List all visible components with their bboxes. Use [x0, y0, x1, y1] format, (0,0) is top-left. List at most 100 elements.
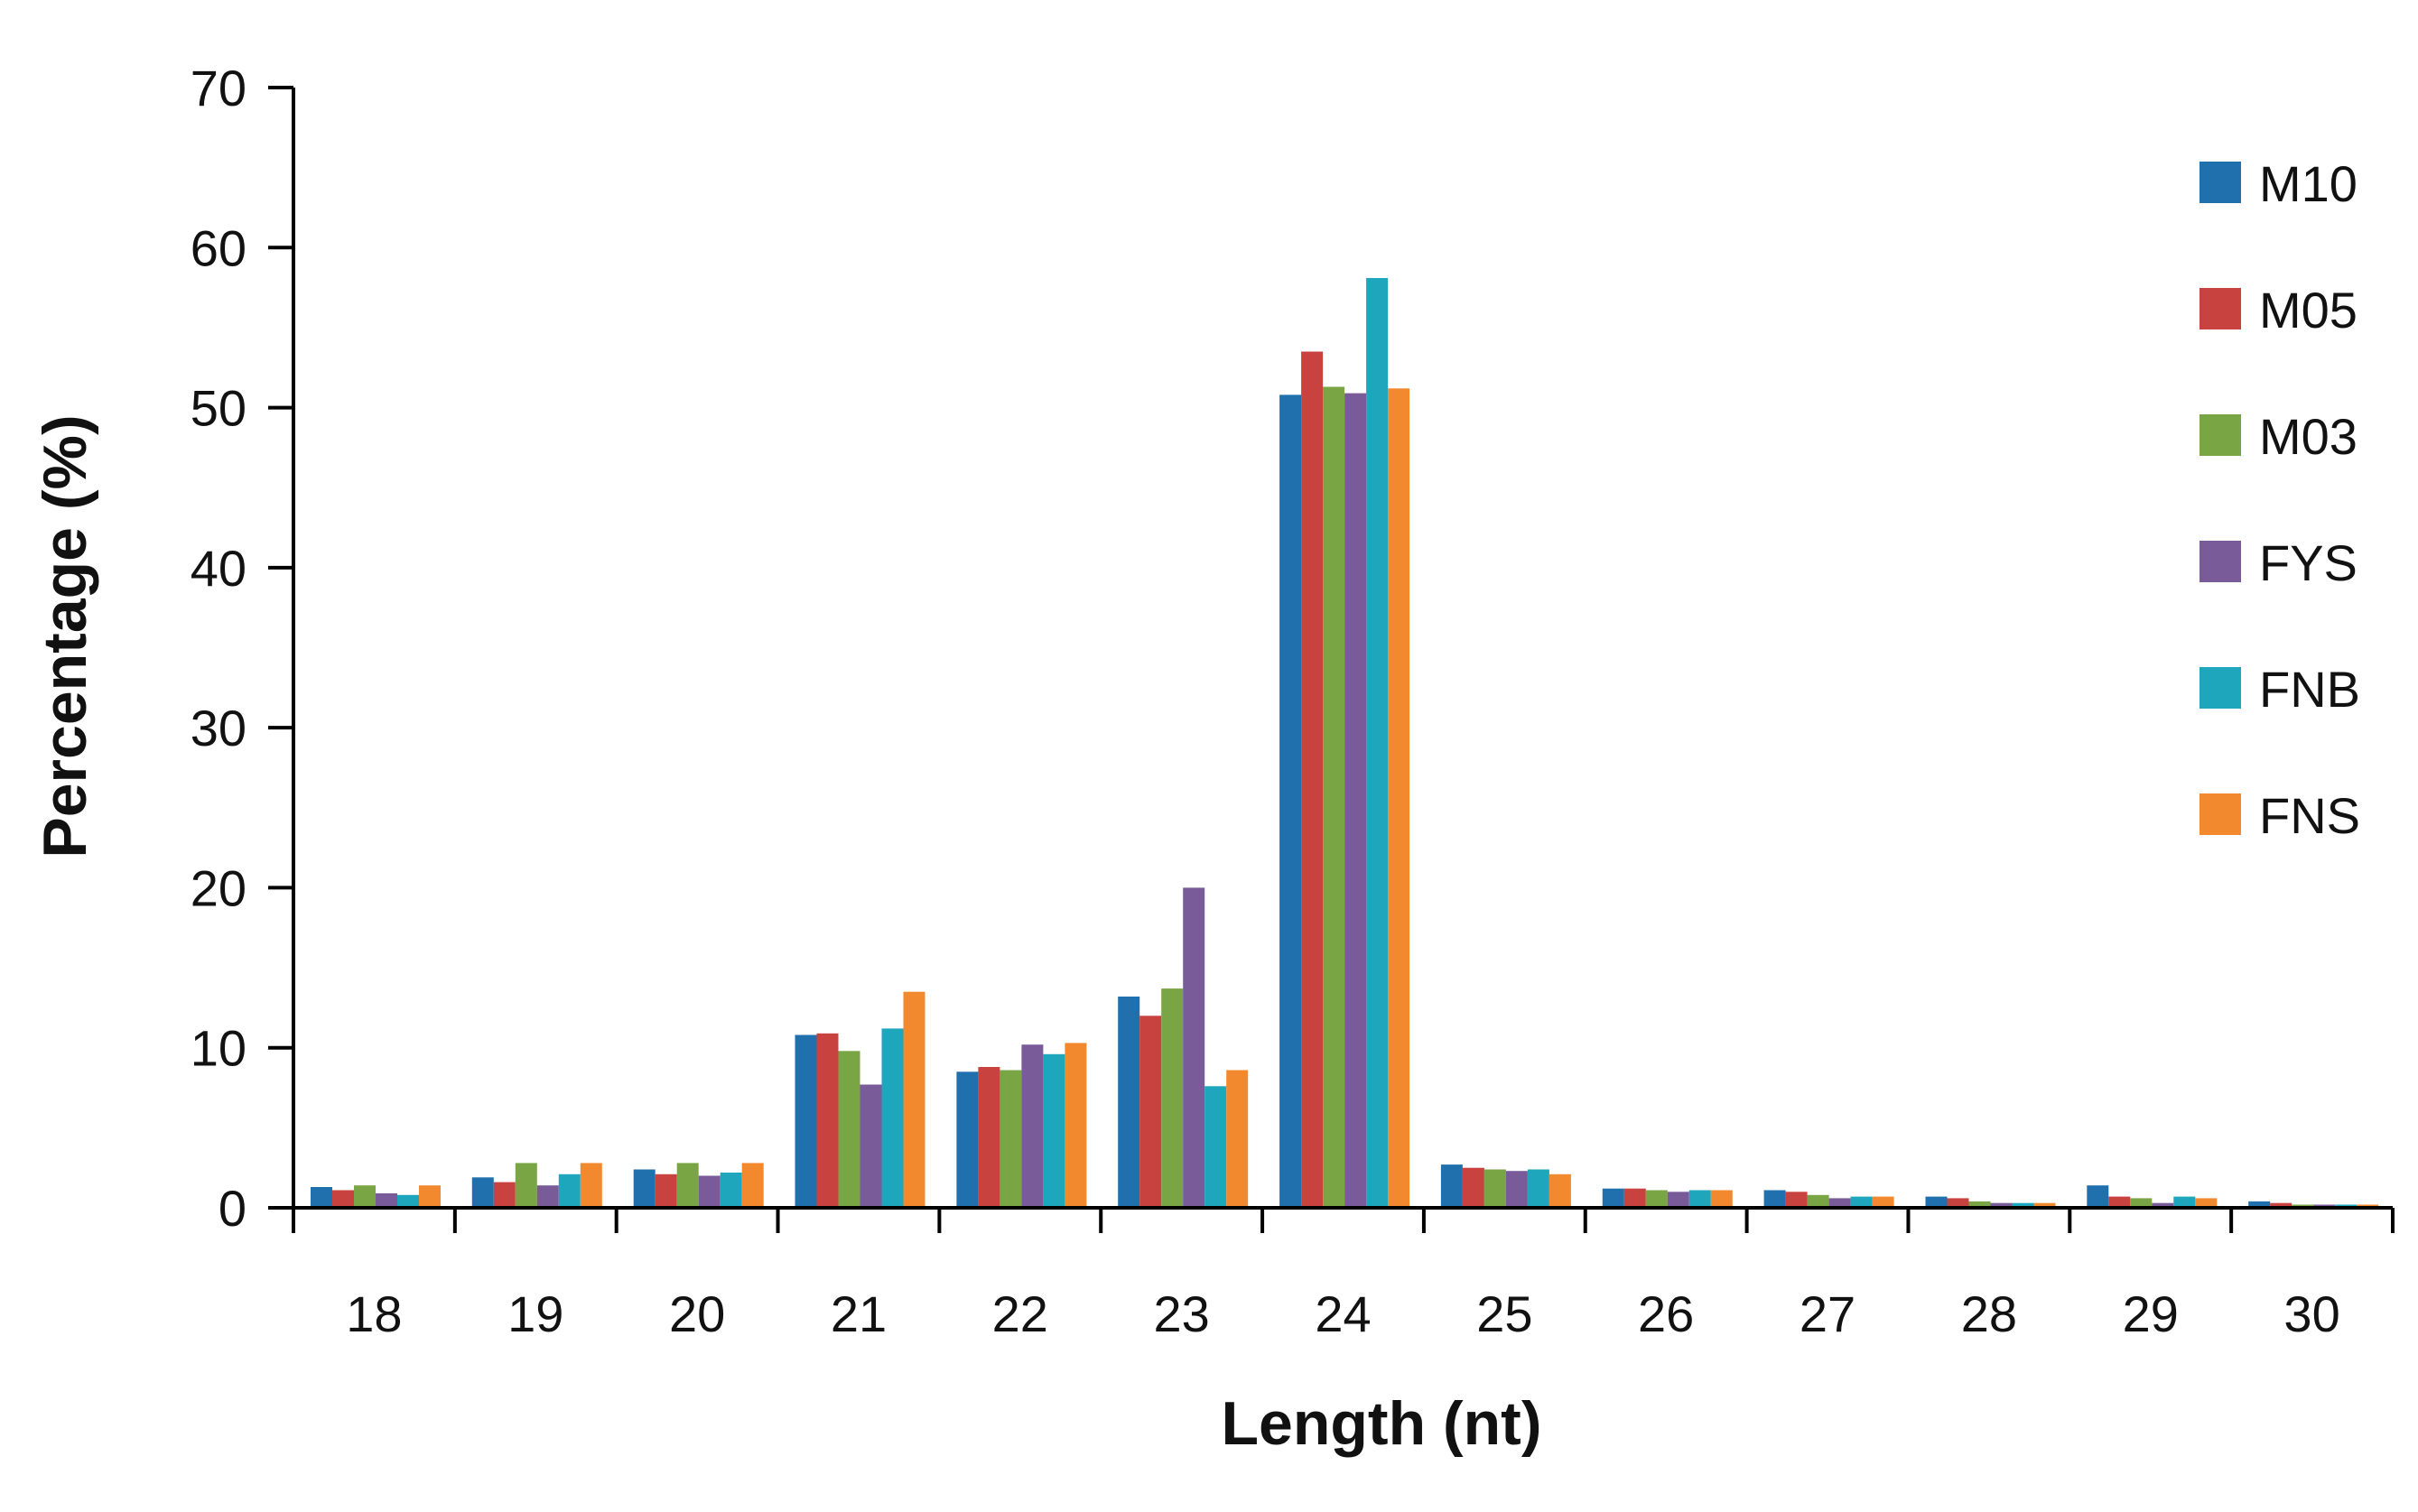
bar-fnb-25	[1527, 1169, 1549, 1208]
bar-m10-26	[1602, 1188, 1624, 1208]
x-tick-label: 27	[1800, 1285, 1855, 1342]
bar-m10-24	[1279, 394, 1302, 1208]
x-tick-label: 28	[1961, 1285, 2017, 1342]
bar-fys-29	[2152, 1202, 2174, 1208]
bar-fys-18	[376, 1193, 397, 1208]
bar-m05-29	[2108, 1196, 2131, 1208]
bar-m03-23	[1161, 988, 1184, 1208]
bar-fys-24	[1344, 393, 1367, 1209]
bar-m05-25	[1462, 1167, 1484, 1208]
bar-fnb-27	[1850, 1196, 1873, 1208]
bar-m03-22	[1000, 1070, 1022, 1208]
legend-swatch-m03	[2199, 414, 2241, 456]
legend-swatch-fns	[2199, 793, 2241, 835]
y-tick-label: 0	[219, 1180, 246, 1237]
x-tick-label: 19	[507, 1285, 563, 1342]
legend-label-m05: M05	[2259, 282, 2358, 339]
bars-layer	[311, 278, 2379, 1209]
bar-fns-22	[1065, 1043, 1087, 1208]
bar-fns-26	[1710, 1190, 1733, 1208]
legend-swatch-fys	[2199, 541, 2241, 582]
legend-swatch-m10	[2199, 162, 2241, 203]
bar-fns-28	[2033, 1202, 2056, 1208]
bar-m05-28	[1947, 1198, 1969, 1208]
bar-m05-27	[1785, 1192, 1808, 1208]
bar-m10-28	[1925, 1196, 1948, 1208]
y-tick-label: 50	[191, 380, 246, 437]
bar-m05-23	[1139, 1016, 1162, 1208]
bar-m05-24	[1301, 351, 1324, 1208]
legend-swatch-fnb	[2199, 667, 2241, 709]
y-tick-label: 30	[191, 700, 246, 756]
bar-m03-24	[1323, 386, 1345, 1208]
bar-fys-19	[536, 1185, 559, 1208]
y-tick-label: 20	[191, 859, 246, 916]
axes-layer	[268, 86, 2395, 1233]
bar-m10-19	[471, 1177, 494, 1208]
bar-fns-21	[903, 991, 925, 1208]
bar-fnb-29	[2173, 1196, 2196, 1208]
bar-fns-29	[2195, 1198, 2218, 1208]
bar-m03-29	[2130, 1198, 2153, 1208]
y-tick-label: 60	[191, 219, 246, 276]
legend-label-fnb: FNB	[2259, 661, 2360, 718]
bar-fys-27	[1828, 1198, 1851, 1208]
bar-m03-18	[354, 1185, 376, 1208]
bar-m03-19	[515, 1163, 537, 1208]
bar-m05-20	[655, 1173, 677, 1208]
x-tick-label: 26	[1638, 1285, 1694, 1342]
bar-fnb-21	[881, 1028, 904, 1208]
x-tick-label: 25	[1476, 1285, 1532, 1342]
bar-m03-26	[1645, 1190, 1668, 1208]
x-tick-label: 23	[1154, 1285, 1210, 1342]
legend-label-fns: FNS	[2259, 787, 2360, 844]
x-tick-label: 24	[1315, 1285, 1371, 1342]
bar-m03-25	[1483, 1169, 1506, 1208]
bar-m03-27	[1807, 1194, 1829, 1208]
bar-fns-20	[741, 1163, 764, 1208]
y-tick-label: 40	[191, 540, 246, 597]
bar-fnb-23	[1204, 1086, 1227, 1208]
bar-fnb-19	[558, 1173, 581, 1208]
bar-fys-22	[1021, 1044, 1044, 1208]
bar-fnb-26	[1688, 1190, 1711, 1208]
legend-label-m10: M10	[2259, 155, 2358, 212]
bar-fns-24	[1388, 388, 1410, 1208]
legend-label-fys: FYS	[2259, 534, 2358, 591]
bar-fys-23	[1183, 887, 1205, 1208]
x-axis-title: Length (nt)	[1222, 1389, 1542, 1458]
bar-fnb-20	[720, 1173, 742, 1208]
bar-fns-27	[1872, 1196, 1894, 1208]
bar-m10-30	[2248, 1201, 2271, 1208]
y-axis-title: Percentage (%)	[31, 414, 99, 858]
bar-m03-21	[838, 1051, 860, 1208]
bar-m05-22	[978, 1067, 1000, 1208]
x-tick-label: 29	[2123, 1285, 2179, 1342]
bar-fys-20	[698, 1175, 721, 1208]
bar-m10-18	[311, 1187, 332, 1208]
bar-m03-20	[676, 1163, 699, 1208]
bar-m05-21	[816, 1033, 839, 1208]
bar-fys-26	[1667, 1192, 1689, 1208]
x-tick-label: 30	[2283, 1285, 2339, 1342]
bar-m05-30	[2270, 1202, 2292, 1208]
bar-m10-27	[1763, 1190, 1786, 1208]
bar-fns-18	[419, 1185, 441, 1208]
x-tick-label: 20	[669, 1285, 725, 1342]
bar-fys-21	[860, 1084, 882, 1208]
bar-fnb-24	[1366, 278, 1389, 1208]
bar-fys-25	[1505, 1171, 1528, 1208]
bar-m05-26	[1623, 1188, 1646, 1208]
bar-fnb-28	[2012, 1202, 2034, 1208]
bar-fys-28	[1990, 1202, 2013, 1208]
bar-m10-23	[1118, 997, 1140, 1208]
y-tick-label: 70	[191, 60, 246, 116]
legend-swatch-m05	[2199, 288, 2241, 329]
bar-fns-19	[580, 1163, 602, 1208]
bar-m05-19	[493, 1182, 516, 1208]
bar-fns-25	[1548, 1173, 1571, 1208]
bar-m10-22	[956, 1071, 979, 1208]
x-tick-label: 22	[992, 1285, 1048, 1342]
